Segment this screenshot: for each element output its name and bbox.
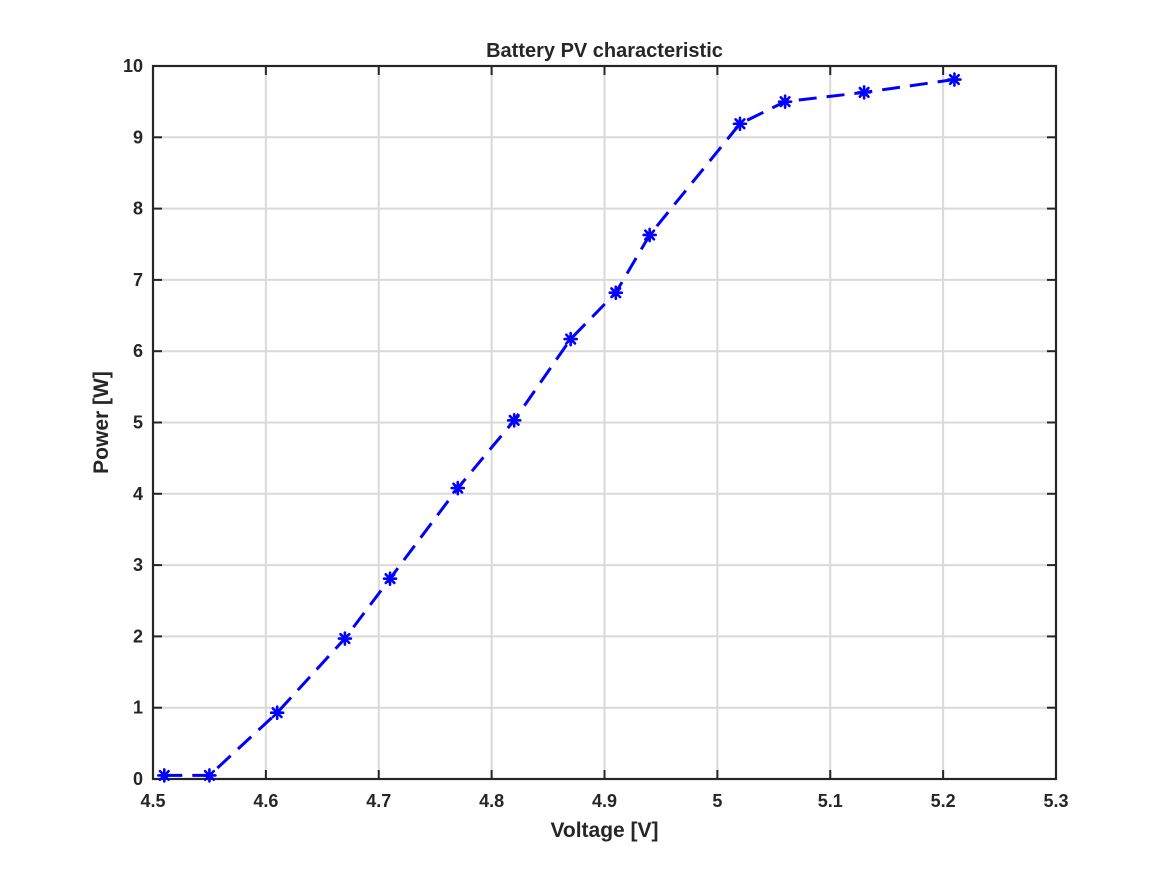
- y-tick-label: 6: [133, 341, 143, 361]
- data-point-marker: [506, 413, 522, 428]
- x-tick-label: 5.1: [818, 791, 843, 811]
- x-tick-label: 4.6: [253, 791, 278, 811]
- data-point-marker: [608, 285, 624, 301]
- series-layer: [156, 72, 962, 783]
- data-point-marker: [732, 116, 748, 132]
- data-point-marker: [947, 72, 962, 87]
- y-tick-label: 9: [133, 127, 143, 147]
- x-tick-label: 4.8: [479, 791, 504, 811]
- x-tick-label: 4.9: [592, 791, 617, 811]
- x-tick-label: 5.3: [1043, 791, 1068, 811]
- y-tick-label: 0: [133, 769, 143, 789]
- y-tick-label: 2: [133, 626, 143, 646]
- data-point-marker: [202, 768, 217, 783]
- data-point-marker: [563, 331, 578, 347]
- data-point-marker: [777, 94, 793, 109]
- x-axis-label: Voltage [V]: [550, 819, 658, 842]
- y-tick-label: 1: [133, 698, 143, 718]
- x-tick-label: 5.2: [931, 791, 956, 811]
- data-point-marker: [156, 768, 172, 783]
- x-tick-label: 4.7: [366, 791, 391, 811]
- data-point-marker: [642, 227, 657, 243]
- y-tick-label: 5: [133, 413, 143, 433]
- x-tick-label: 4.5: [140, 791, 165, 811]
- data-point-marker: [450, 480, 466, 496]
- y-tick-labels: 0 1 2 3 4 5 6 7 8 9 10: [123, 56, 143, 789]
- chart-title: Battery PV characteristic: [486, 40, 723, 62]
- data-point-marker: [856, 85, 872, 100]
- data-point-marker: [337, 631, 353, 646]
- data-point-marker: [382, 571, 398, 586]
- y-tick-label: 3: [133, 555, 143, 575]
- x-tick-labels: 4.5 4.6 4.7 4.8 4.9 5 5.1 5.2 5.3: [140, 791, 1068, 811]
- y-tick-label: 8: [133, 199, 143, 219]
- y-tick-label: 7: [133, 270, 143, 290]
- y-tick-label: 10: [123, 56, 143, 76]
- data-point-marker: [269, 705, 285, 720]
- series-line: [164, 78, 955, 777]
- y-axis-label: Power [W]: [90, 371, 113, 474]
- axis-ticks: [152, 65, 1057, 780]
- y-tick-label: 4: [133, 484, 143, 504]
- grid-lines: [153, 66, 1056, 779]
- x-tick-label: 5: [712, 791, 722, 811]
